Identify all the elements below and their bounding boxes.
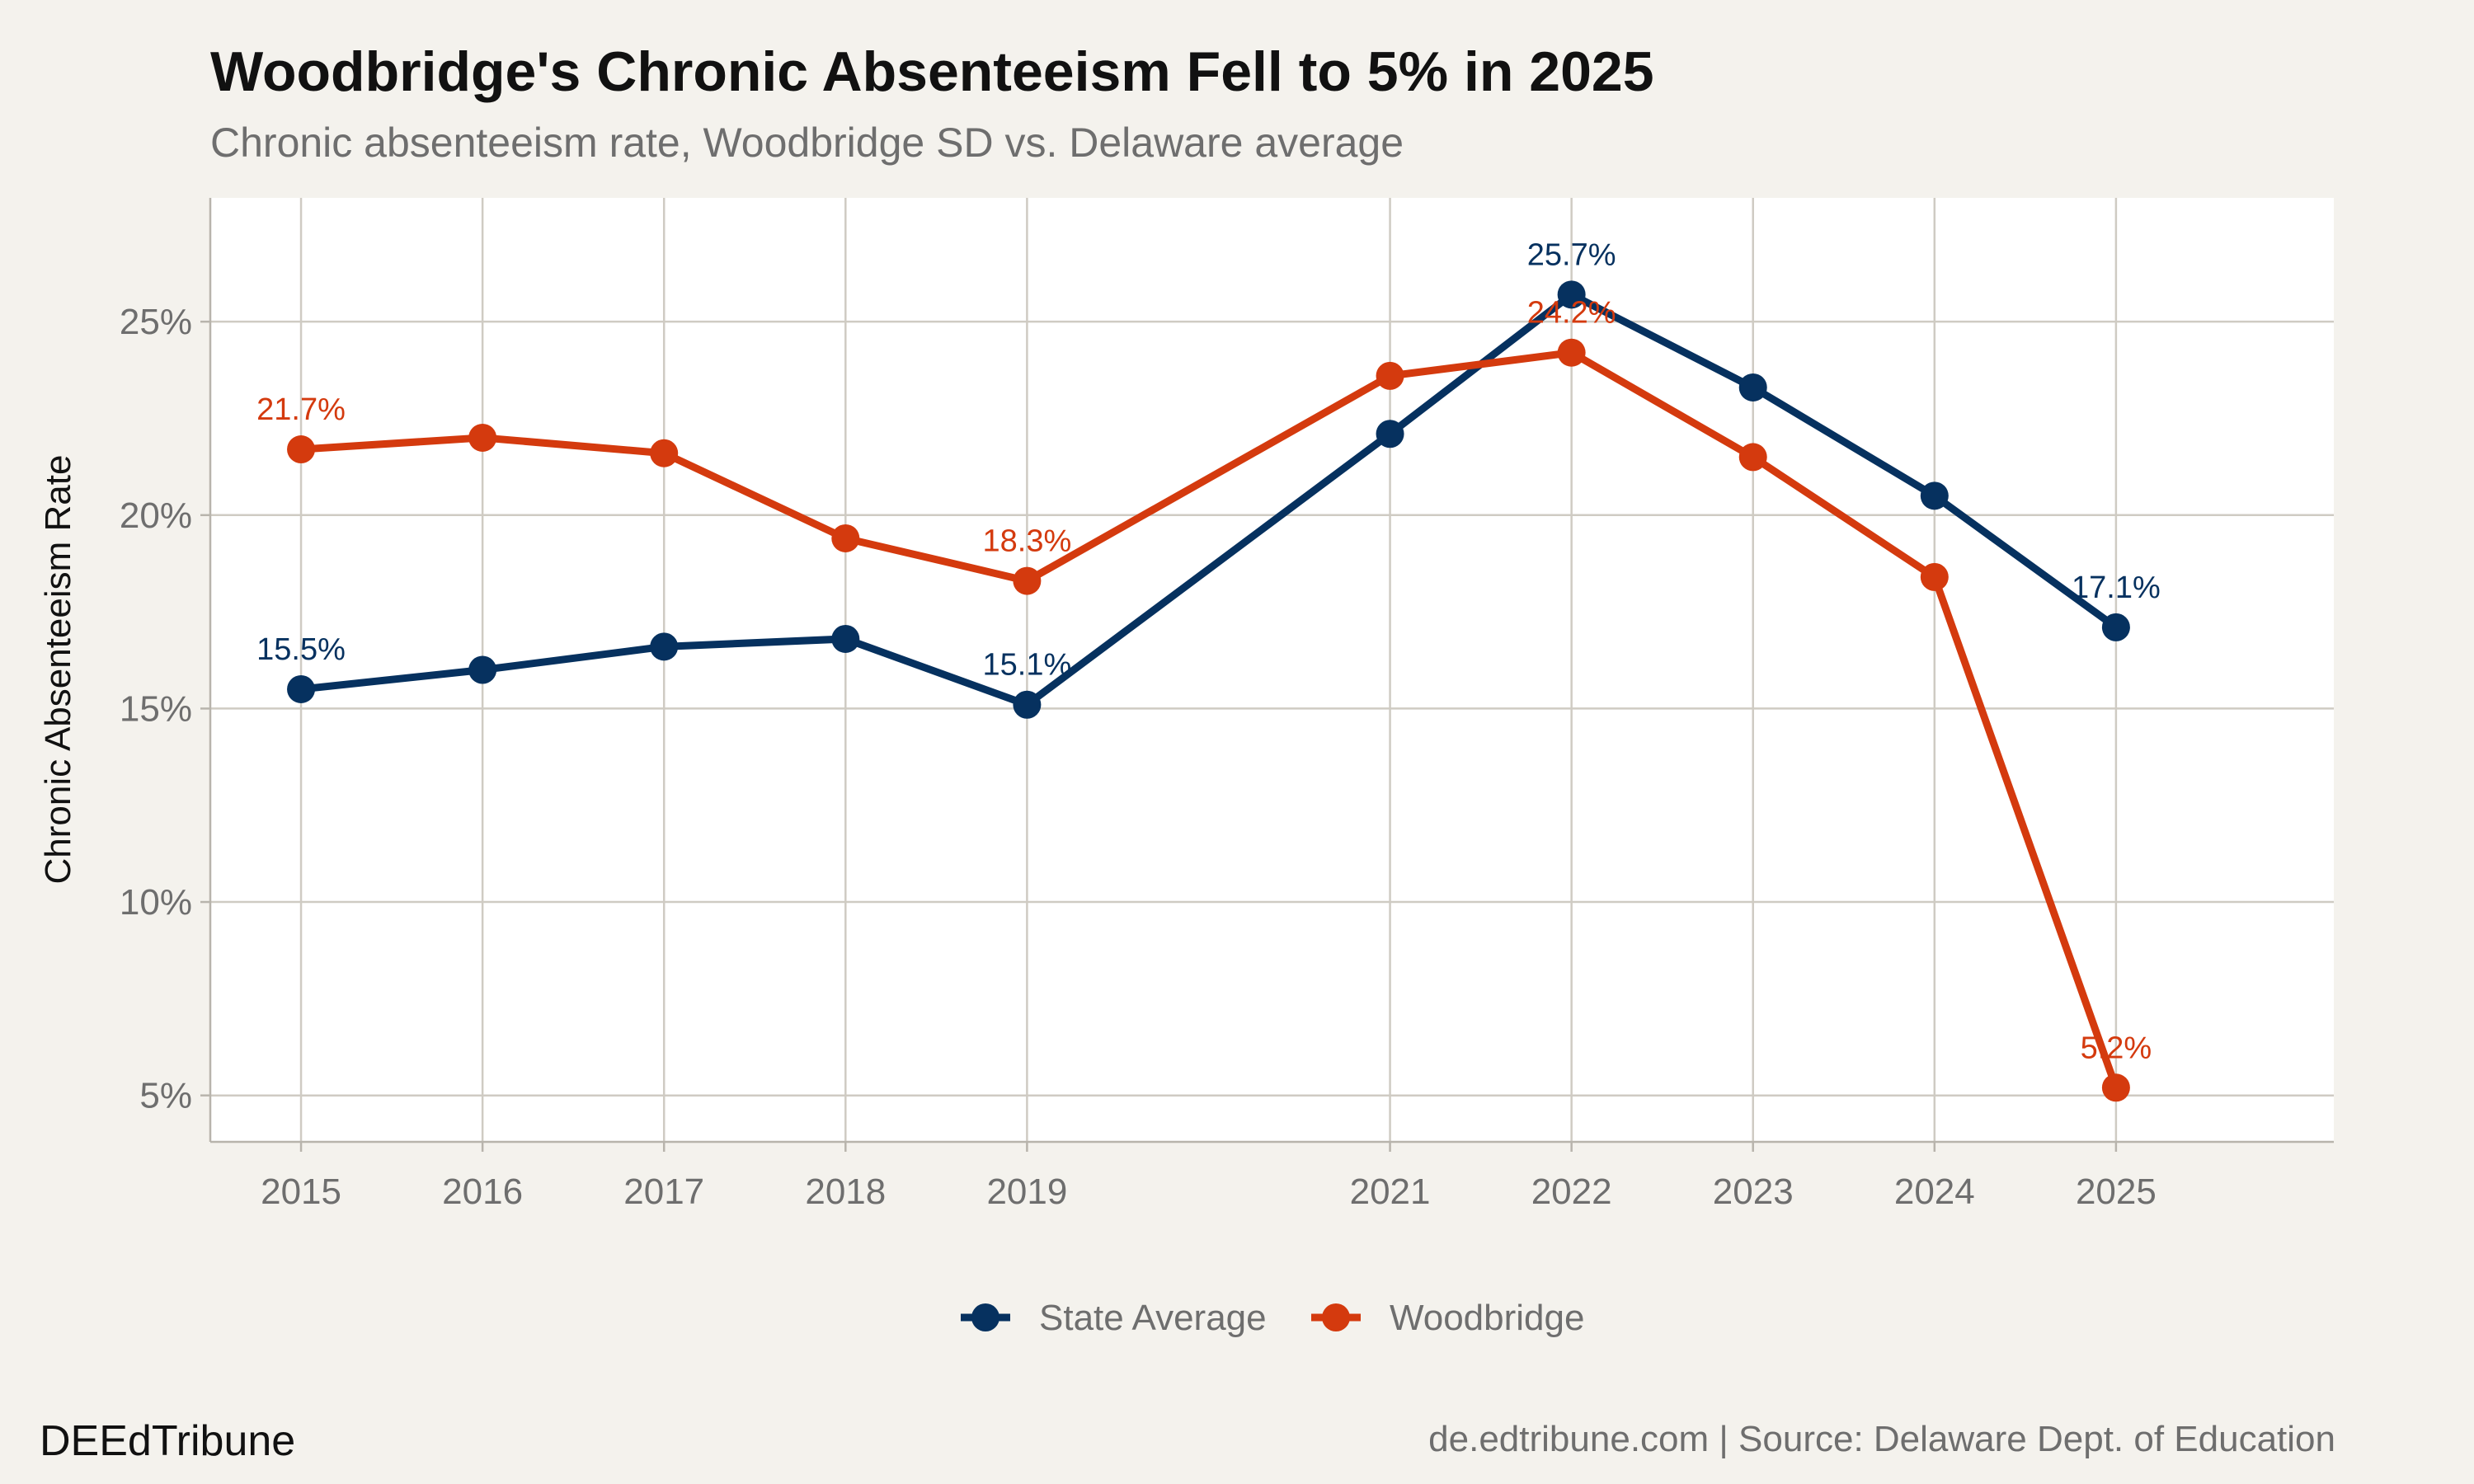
y-tick-label: 10% bbox=[120, 882, 192, 923]
source-note: de.edtribune.com | Source: Delaware Dept… bbox=[1428, 1419, 2335, 1459]
x-tick-label: 2021 bbox=[1350, 1172, 1431, 1212]
data-point-state-average bbox=[650, 632, 679, 661]
data-point-woodbridge bbox=[831, 524, 860, 552]
data-point-woodbridge bbox=[2101, 1073, 2130, 1102]
x-tick-label: 2025 bbox=[2076, 1172, 2157, 1212]
data-point-woodbridge bbox=[1557, 338, 1586, 367]
y-tick-label: 15% bbox=[120, 688, 192, 729]
x-tick-label: 2019 bbox=[986, 1172, 1067, 1212]
axes: 5% 10% 15% 20% 25% 2015 2016 2017 2018 2019 2021 20… bbox=[120, 198, 2334, 1212]
chart-subtitle: Chronic absenteeism rate, Woodbridge SD … bbox=[210, 120, 1404, 166]
data-point-woodbridge bbox=[1376, 361, 1404, 390]
data-label-woodbridge: 24.2% bbox=[1527, 296, 1616, 331]
data-point-state-average bbox=[1738, 373, 1767, 402]
data-point-state-average bbox=[831, 624, 860, 653]
y-tick-label: 20% bbox=[120, 495, 192, 536]
y-tick-label: 25% bbox=[120, 302, 192, 342]
series-line-state-average bbox=[297, 290, 2120, 709]
data-point-woodbridge bbox=[1013, 566, 1042, 595]
chart-title: Woodbridge's Chronic Absenteeism Fell to… bbox=[210, 40, 1654, 103]
x-tick-label: 2017 bbox=[623, 1172, 704, 1212]
data-point-state-average bbox=[1920, 481, 1949, 510]
series-line-woodbridge bbox=[297, 349, 2120, 1092]
data-point-woodbridge bbox=[1920, 562, 1949, 591]
x-tick-label: 2024 bbox=[1894, 1172, 1975, 1212]
data-point-state-average bbox=[1557, 280, 1586, 309]
data-point-woodbridge bbox=[468, 423, 497, 452]
data-point-state-average bbox=[468, 655, 497, 684]
data-labels: 15.5% 15.1% 25.7% 17.1% 21.7% 18.3% 24.2% 5.2% bbox=[256, 237, 2161, 1065]
y-axis-label: Chronic Absenteeism Rate bbox=[38, 455, 78, 885]
data-label-state-average: 17.1% bbox=[2072, 571, 2161, 605]
data-label-state-average: 25.7% bbox=[1527, 237, 1616, 272]
data-point-woodbridge bbox=[287, 435, 316, 464]
series-layer bbox=[287, 280, 2130, 1102]
y-tick-label: 5% bbox=[139, 1076, 192, 1116]
data-point-woodbridge bbox=[1738, 443, 1767, 472]
data-point-state-average bbox=[2101, 613, 2130, 641]
legend-key-point-state-average bbox=[971, 1303, 999, 1331]
data-point-woodbridge bbox=[650, 439, 679, 467]
data-label-woodbridge: 18.3% bbox=[983, 524, 1072, 559]
legend: State Average Woodbridge bbox=[961, 1298, 1584, 1338]
x-tick-label: 2015 bbox=[261, 1172, 341, 1212]
data-point-state-average bbox=[287, 674, 316, 703]
data-point-state-average bbox=[1013, 690, 1042, 719]
data-label-woodbridge: 21.7% bbox=[256, 392, 346, 427]
plot-panel bbox=[210, 198, 2334, 1142]
data-label-state-average: 15.5% bbox=[256, 632, 346, 667]
brand-name: DEEdTribune bbox=[40, 1417, 295, 1465]
x-tick-label: 2023 bbox=[1713, 1172, 1794, 1212]
data-point-state-average bbox=[1376, 420, 1404, 448]
x-tick-label: 2022 bbox=[1531, 1172, 1612, 1212]
legend-label-state-average: State Average bbox=[1039, 1298, 1267, 1338]
x-tick-label: 2018 bbox=[805, 1172, 886, 1212]
legend-label-woodbridge: Woodbridge bbox=[1390, 1298, 1584, 1338]
data-label-woodbridge: 5.2% bbox=[2081, 1031, 2152, 1065]
x-tick-label: 2016 bbox=[442, 1172, 523, 1212]
data-label-state-average: 15.1% bbox=[983, 648, 1072, 683]
legend-key-point-woodbridge bbox=[1322, 1303, 1350, 1331]
